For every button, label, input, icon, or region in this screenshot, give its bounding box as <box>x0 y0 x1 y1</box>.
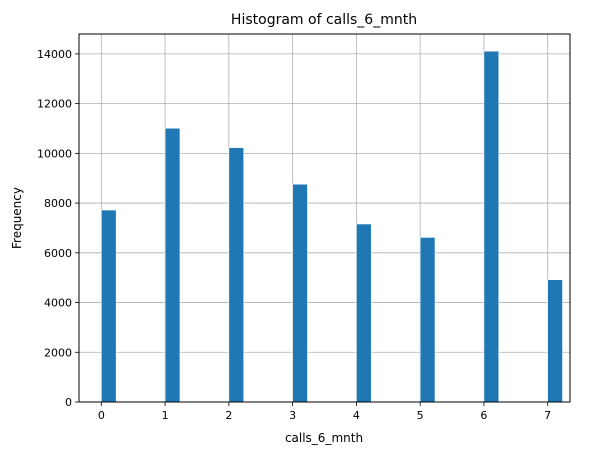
x-tick-label: 7 <box>544 409 551 422</box>
y-tick-label: 2000 <box>44 346 72 359</box>
x-tick-label: 2 <box>225 409 232 422</box>
y-tick-label: 10000 <box>37 147 72 160</box>
histogram-bar <box>164 127 181 403</box>
x-tick-label: 3 <box>289 409 296 422</box>
chart-title: Histogram of calls_6_mnth <box>231 12 417 28</box>
histogram-bar <box>101 209 117 403</box>
histogram-bar <box>419 237 436 403</box>
x-axis-ticks: 0 1 2 3 4 5 6 7 <box>98 402 551 422</box>
histogram-bar <box>292 183 308 403</box>
x-tick-label: 4 <box>353 409 360 422</box>
x-tick-label: 6 <box>480 409 487 422</box>
y-tick-label: 8000 <box>44 197 72 210</box>
y-tick-label: 14000 <box>37 48 72 61</box>
x-tick-label: 1 <box>162 409 169 422</box>
histogram-bar <box>483 50 500 403</box>
y-tick-label: 0 <box>65 396 72 409</box>
histogram-bar <box>228 147 245 403</box>
y-tick-label: 6000 <box>44 247 72 260</box>
x-axis-label: calls_6_mnth <box>285 431 363 445</box>
histogram-bar <box>356 223 372 403</box>
x-tick-label: 5 <box>417 409 424 422</box>
y-axis-ticks: 0 2000 4000 6000 8000 10000 12000 14000 <box>37 48 79 409</box>
bars <box>101 50 563 403</box>
plot-frame <box>78 33 571 403</box>
y-axis-label: Frequency <box>10 187 24 249</box>
y-tick-label: 12000 <box>37 98 72 111</box>
y-tick-label: 4000 <box>44 297 72 310</box>
x-tick-label: 0 <box>98 409 105 422</box>
histogram-bar <box>547 279 563 403</box>
